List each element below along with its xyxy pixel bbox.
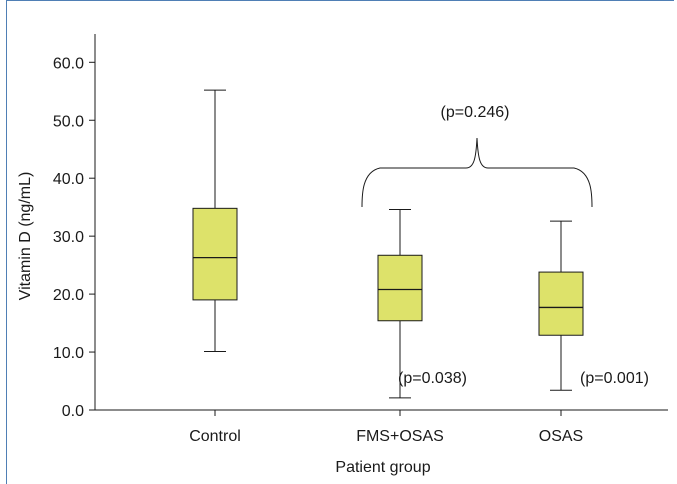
y-ticks: 0.0 10.0 20.0 30.0 40.0 50.0 60.0 [53, 55, 95, 420]
y-tick-label: 40.0 [53, 171, 84, 188]
annotation-osas: (p=0.001) [580, 370, 649, 387]
iqr-box [538, 271, 584, 336]
x-ticks: Control FMS+OSAS OSAS [189, 410, 583, 445]
y-tick-label: 20.0 [53, 287, 84, 304]
y-tick-label: 10.0 [53, 345, 84, 362]
box-osas [538, 220, 584, 391]
y-tick-label: 60.0 [53, 55, 84, 72]
x-tick-label: FMS+OSAS [356, 428, 444, 445]
iqr-box [377, 254, 423, 322]
chart-frame [6, 0, 674, 484]
box-control [192, 89, 238, 352]
annotation-fms-osas: (p=0.038) [398, 370, 467, 387]
x-axis-label: Patient group [335, 459, 430, 476]
y-tick-label: 0.0 [62, 403, 84, 420]
y-tick-label: 30.0 [53, 229, 84, 246]
y-tick-label: 50.0 [53, 113, 84, 130]
x-tick-label: Control [189, 428, 241, 445]
boxes [192, 89, 584, 399]
annotation-group-comparison: (p=0.246) [441, 104, 510, 121]
x-tick-label: OSAS [539, 428, 583, 445]
comparison-brace [361, 137, 593, 208]
axes [94, 34, 668, 411]
y-axis-label: Vitamin D (ng/mL) [17, 172, 34, 301]
iqr-box [192, 207, 238, 301]
box-fms-osas [377, 208, 423, 399]
